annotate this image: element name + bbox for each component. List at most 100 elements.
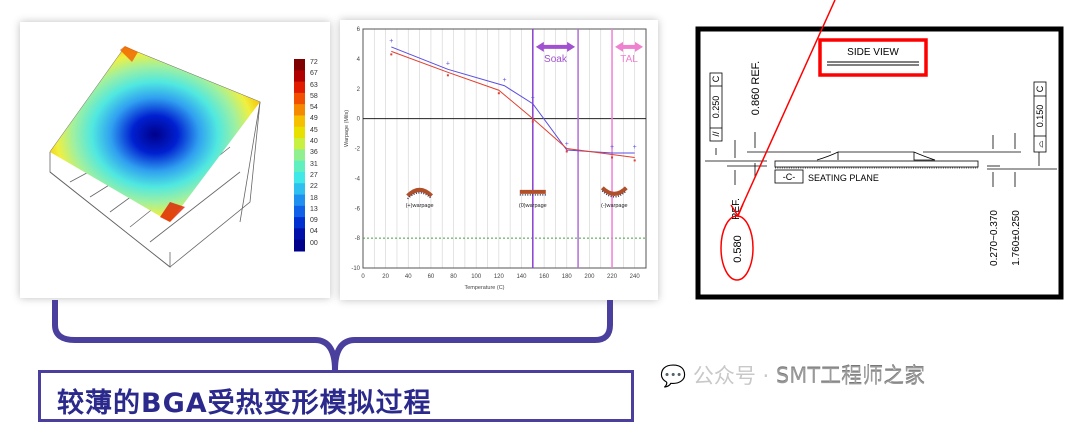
wechat-icon: 💬 (660, 364, 687, 388)
x-axis-label: Temperature (C) (464, 285, 504, 291)
x-tick-label: 140 (516, 274, 527, 280)
y-tick-label: -4 (355, 176, 361, 182)
data-point (611, 156, 614, 159)
data-point: + (531, 95, 535, 102)
grouping-bracket (52, 300, 613, 371)
x-tick-label: 240 (630, 274, 641, 280)
annotation-label: Soak (544, 54, 568, 65)
dim-0580: 0.580 (732, 235, 744, 263)
side-view-highlight-box (818, 38, 928, 77)
datum-c-box (774, 169, 804, 184)
colorbar-segment (294, 104, 305, 116)
colorbar-label: 31 (310, 160, 318, 168)
colorbar-segment (294, 115, 305, 128)
shape-label: (+)warpage (406, 203, 434, 209)
data-point: + (565, 141, 569, 148)
surface-heatmap (50, 47, 260, 222)
data-point: + (633, 144, 637, 151)
colorbar-label: 58 (310, 92, 318, 100)
y-tick-label: -8 (355, 236, 361, 242)
data-point (633, 159, 636, 162)
colorbar-segment (294, 126, 305, 139)
dim-ref-bottom: REF. (731, 198, 742, 220)
seating-plane-label: SEATING PLANE (808, 173, 879, 183)
drawing-svg: SIDE VIEW C 0.250 // 0.860 REF. C 0.150 … (695, 26, 1064, 300)
svg-text:0.150: 0.150 (1035, 105, 1045, 128)
y-tick-label: -2 (355, 147, 361, 153)
colorbar-segment (294, 59, 305, 71)
colorbar-segment (294, 92, 305, 105)
warpage-temperature-chart: 0 20 40 60 80 100 120 140 160 180 200 220 240 6 4 2 0 -2-… (340, 20, 658, 300)
data-point (565, 150, 568, 153)
colorbar-label: 49 (310, 115, 318, 123)
colorbar-segment (294, 81, 305, 94)
x-tick-label: 20 (382, 274, 389, 280)
package-shape (406, 187, 434, 198)
colorbar-segment (294, 194, 305, 207)
y-axis-label: Warpage (Mils) (344, 110, 350, 147)
svg-text:0.250: 0.250 (711, 96, 721, 119)
data-point: + (389, 38, 393, 45)
data-point: + (610, 144, 614, 151)
tolerance-frame-right (1033, 81, 1047, 153)
x-tick-label: 0 (361, 274, 365, 280)
colorbar-segment (294, 70, 305, 83)
watermark-account: SMT工程师之家 (775, 364, 926, 388)
colorbar-label: 63 (310, 81, 318, 89)
y-tick-label: 4 (357, 57, 361, 63)
colorbar-label: 18 (310, 194, 318, 202)
x-tick-label: 40 (405, 274, 412, 280)
watermark: 💬 公众号 · SMT工程师之家 (660, 364, 926, 388)
colorbar-segment (294, 160, 305, 173)
data-point (497, 92, 500, 95)
svg-text://: // (711, 131, 721, 137)
colorbar-segment (294, 149, 305, 162)
colorbar-label: 40 (310, 138, 318, 146)
dim-1760: 1.760±0.250 (1011, 210, 1022, 266)
colorbar-label: 04 (310, 228, 318, 236)
data-point: + (502, 77, 506, 84)
x-tick-label: 100 (471, 274, 482, 280)
side-view-title: SIDE VIEW (847, 47, 899, 58)
data-point (531, 120, 534, 123)
svg-text:C: C (711, 75, 721, 82)
chart-svg: 0 20 40 60 80 100 120 140 160 180 200 220 2406420-2-… (344, 27, 647, 291)
dim-0860-ref: 0.860 REF. (750, 61, 762, 115)
warpage-surface-plot: 72 67 63 58 54 49 45 40 36 31 27 22 18 13 09 04 00 (20, 22, 330, 298)
x-tick-label: 200 (584, 274, 595, 280)
shape-label: (-)warpage (601, 203, 628, 209)
drawing-frame (695, 26, 1064, 300)
package-shape (600, 186, 628, 196)
x-tick-label: 220 (607, 274, 618, 280)
svg-text:⌓: ⌓ (1035, 140, 1045, 147)
x-tick-label: 120 (494, 274, 505, 280)
arrow-head (535, 41, 544, 52)
y-tick-label: -6 (355, 206, 361, 212)
colorbar-segment (294, 217, 305, 229)
colorbar-label: 13 (310, 205, 318, 213)
caption-text: 较薄的BGA受热变形模拟过程 (57, 388, 432, 419)
data-point: + (446, 60, 450, 67)
colorbar-label: 45 (310, 126, 318, 134)
y-tick-label: -10 (351, 266, 360, 272)
arrow-head (615, 41, 624, 52)
y-tick-label: 2 (357, 87, 361, 93)
colorbar-label: 54 (310, 104, 318, 112)
surface-svg (49, 46, 305, 268)
datum-label: -C- (783, 172, 796, 182)
caption-box: 较薄的BGA受热变形模拟过程 (38, 370, 634, 422)
colorbar-segment (294, 183, 305, 196)
colorbar-label: 22 (310, 183, 318, 191)
x-tick-label: 160 (539, 274, 550, 280)
series-line (391, 46, 635, 154)
y-tick-label: 0 (357, 117, 361, 123)
colorbar-label: 67 (310, 70, 318, 78)
data-point (446, 74, 449, 77)
data-point (390, 53, 393, 56)
annotation-label: TAL (620, 54, 638, 65)
red-pointer-arrow (730, 0, 836, 218)
colorbar-segment (294, 171, 305, 184)
dim-0270-0370: 0.270~0.370 (989, 210, 1000, 266)
arrow-head (567, 41, 576, 52)
arrow-head (635, 41, 643, 52)
